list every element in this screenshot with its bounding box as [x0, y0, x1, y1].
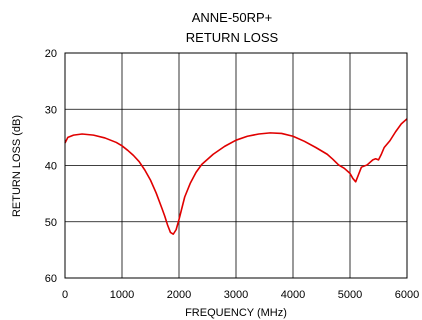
y-tick-label: 30	[45, 104, 57, 116]
y-tick-label: 20	[45, 48, 57, 60]
x-tick-label: 6000	[395, 289, 419, 301]
series-line	[64, 118, 408, 235]
x-tick-label: 4000	[281, 289, 305, 301]
y-tick-label: 50	[45, 217, 57, 229]
plot-frame	[64, 52, 408, 279]
chart-subtitle: RETURN LOSS	[186, 30, 279, 45]
grid-lines	[65, 53, 407, 278]
x-axis-ticks: 0 1000 2000 3000 4000 5000 6000	[62, 289, 419, 301]
x-tick-label: 0	[62, 289, 68, 301]
x-axis-label: FREQUENCY (MHz)	[185, 307, 287, 319]
y-axis-ticks: 20 30 40 50 60	[45, 48, 57, 285]
x-tick-label: 5000	[338, 289, 362, 301]
y-tick-label: 60	[45, 273, 57, 285]
y-tick-label: 40	[45, 161, 57, 173]
y-axis-label: RETURN LOSS (dB)	[11, 115, 23, 217]
x-tick-label: 3000	[224, 289, 248, 301]
x-tick-label: 2000	[167, 289, 191, 301]
chart-title: ANNE-50RP+	[192, 10, 273, 25]
x-tick-label: 1000	[110, 289, 134, 301]
